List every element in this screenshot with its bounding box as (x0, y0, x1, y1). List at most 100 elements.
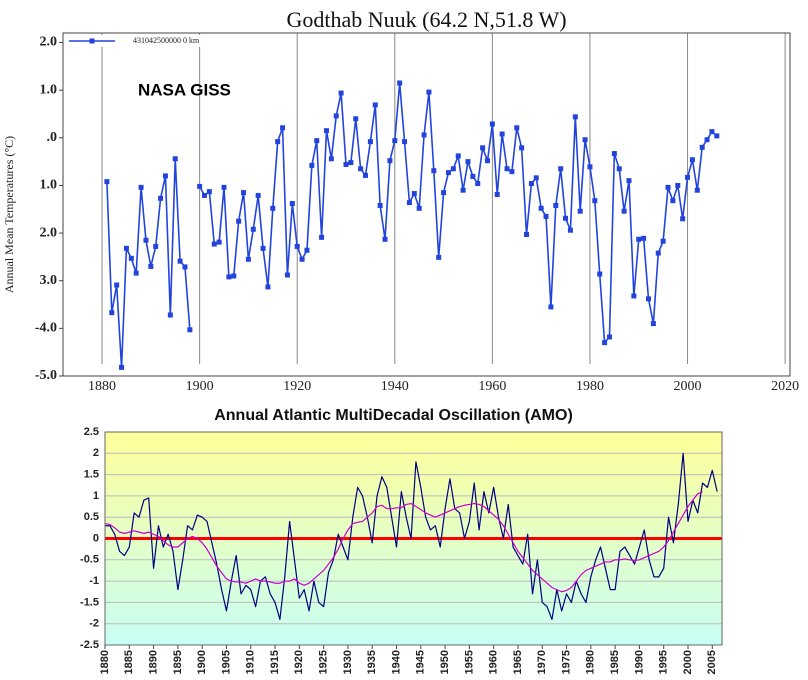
data-point (167, 312, 173, 318)
y-tick-label: 1.0 (40, 82, 58, 97)
data-point (514, 125, 520, 131)
x-tick-label: 1950 (439, 650, 451, 674)
x-tick-label: 1925 (318, 650, 330, 674)
x-tick-label: 1965 (512, 650, 524, 674)
data-point (592, 198, 598, 204)
data-point (650, 321, 656, 327)
x-tick-label: 1880 (88, 379, 116, 394)
data-point (445, 170, 451, 176)
data-point (675, 182, 681, 188)
data-point (236, 218, 242, 224)
y-tick-label: 2.0 (40, 225, 58, 240)
x-tick-label: 1900 (186, 379, 214, 394)
data-point (289, 201, 295, 207)
data-point (377, 202, 383, 208)
data-point (309, 162, 315, 168)
y-tick-label: 2.5 (84, 426, 99, 438)
chart-title: Godthab Nuuk (64.2 N,51.8 W) (286, 7, 566, 32)
x-tick-label: 1975 (560, 650, 572, 674)
x-tick-label: 1955 (463, 650, 475, 674)
data-point (611, 151, 617, 157)
x-tick-label: 1995 (658, 650, 670, 674)
data-point (382, 236, 388, 242)
data-point (304, 247, 310, 253)
data-point (636, 236, 642, 242)
data-point (543, 213, 549, 219)
data-point (567, 227, 573, 233)
data-point (616, 166, 622, 172)
series-line (105, 452, 718, 621)
data-point (455, 153, 461, 159)
data-point (367, 139, 373, 145)
data-point (387, 158, 393, 164)
data-point (563, 215, 569, 221)
data-point (270, 205, 276, 211)
x-tick-label: 1935 (366, 650, 378, 674)
x-tick-label: 1985 (609, 650, 621, 674)
data-point (260, 245, 266, 251)
legend-marker (89, 38, 95, 44)
data-point (436, 254, 442, 260)
data-point (553, 202, 559, 208)
data-point (606, 334, 612, 340)
data-point (597, 271, 603, 277)
data-point (392, 138, 398, 144)
data-point (709, 129, 715, 135)
y-tick-label: -2.5 (80, 639, 99, 651)
x-tick-label: 1880 (99, 650, 111, 674)
x-tick-label: 2000 (674, 379, 702, 394)
data-point (294, 243, 300, 249)
x-tick-label: 2000 (682, 650, 694, 674)
x-tick-label: 1920 (293, 650, 305, 674)
data-point (397, 80, 403, 86)
data-point (714, 133, 720, 139)
data-point (162, 173, 168, 179)
y-tick-label: 2 (93, 447, 99, 459)
data-point (123, 245, 129, 251)
y-tick-label: -5.0 (35, 368, 57, 383)
data-point (275, 139, 281, 145)
data-point (685, 174, 691, 180)
data-point (363, 172, 369, 178)
data-point (558, 166, 564, 172)
data-point (143, 237, 149, 243)
data-point (577, 208, 583, 214)
y-tick-label: 3.0 (40, 273, 58, 288)
data-point (626, 178, 632, 184)
x-tick-label: 1930 (342, 650, 354, 674)
data-point (572, 114, 578, 120)
data-point (187, 327, 193, 333)
y-tick-label: -2 (89, 618, 99, 630)
data-point (441, 190, 447, 196)
data-point (299, 256, 305, 262)
y-tick-label: 0.5 (84, 511, 99, 523)
data-point (138, 184, 144, 190)
x-tick-label: 1895 (172, 650, 184, 674)
data-point (519, 145, 525, 151)
data-point (201, 192, 207, 198)
data-point (226, 274, 232, 280)
y-tick-label: 1.0 (40, 178, 58, 193)
data-point (460, 187, 466, 193)
x-tick-label: 2020 (771, 379, 799, 394)
y-tick-label: -0.5 (80, 554, 99, 566)
data-point (221, 184, 227, 190)
data-point (602, 340, 608, 346)
annotation: NASA GISS (138, 80, 231, 99)
x-tick-label: 1980 (585, 650, 597, 674)
data-point (421, 132, 427, 138)
data-point (250, 226, 256, 232)
plot-frame (62, 32, 791, 377)
data-point (211, 241, 217, 247)
data-point (323, 128, 329, 134)
data-point (119, 364, 125, 370)
series-line (104, 491, 703, 593)
data-point (646, 296, 652, 302)
data-point (509, 169, 515, 175)
data-point (245, 256, 251, 262)
data-point (587, 164, 593, 170)
data-point (128, 255, 134, 261)
data-point (524, 232, 530, 238)
data-point (314, 138, 320, 144)
